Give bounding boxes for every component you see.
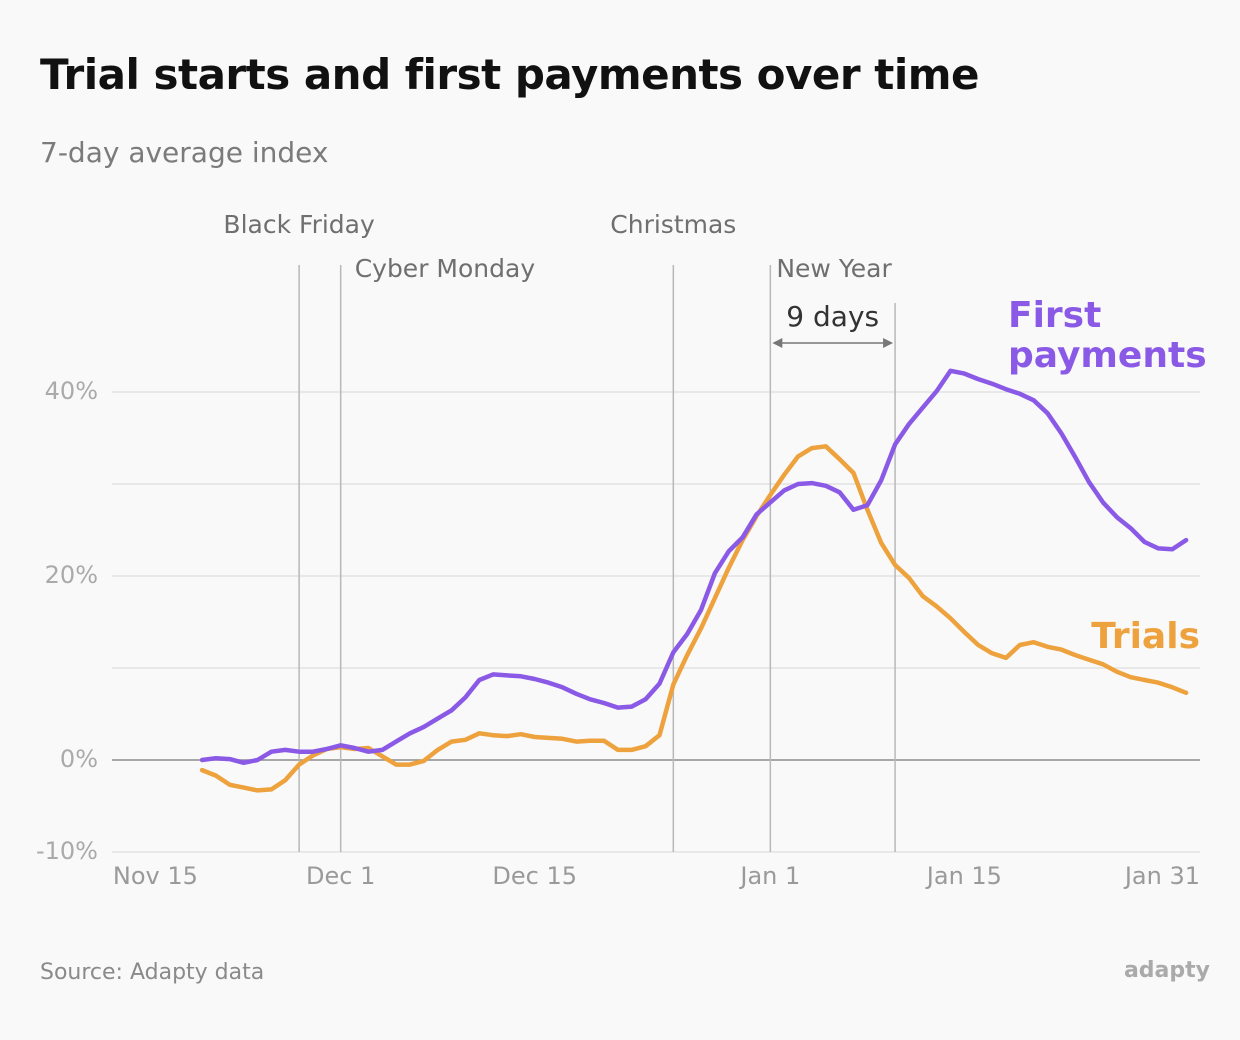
x-tick-label: Dec 1 <box>306 862 375 890</box>
annotation-label: Black Friday <box>223 210 375 239</box>
y-tick-label: -10% <box>36 837 98 865</box>
x-tick-label: Jan 1 <box>738 862 800 890</box>
arrow-head <box>883 338 894 348</box>
y-tick-label: 40% <box>45 377 98 405</box>
arrow-head <box>772 338 783 348</box>
series-line <box>199 444 1189 793</box>
span-label: 9 days <box>786 300 879 333</box>
source-note: Source: Adapty data <box>40 960 265 985</box>
series-label: Trials <box>1091 616 1200 657</box>
x-tick-label: Jan 31 <box>1123 862 1200 890</box>
annotation-label: Christmas <box>610 210 736 239</box>
y-tick-label: 0% <box>60 745 98 773</box>
x-tick-label: Jan 15 <box>925 862 1002 890</box>
logo: adapty <box>1123 958 1210 983</box>
y-tick-label: 20% <box>45 561 98 589</box>
annotation-label: Cyber Monday <box>355 254 536 283</box>
series-label: First payments <box>1008 295 1207 376</box>
chart-subtitle: 7-day average index <box>40 136 329 169</box>
annotation-label: New Year <box>776 254 892 283</box>
x-tick-label: Dec 15 <box>492 862 577 890</box>
series-line <box>199 368 1189 766</box>
chart-title: Trial starts and first payments over tim… <box>40 50 979 99</box>
x-tick-label: Nov 15 <box>113 862 198 890</box>
